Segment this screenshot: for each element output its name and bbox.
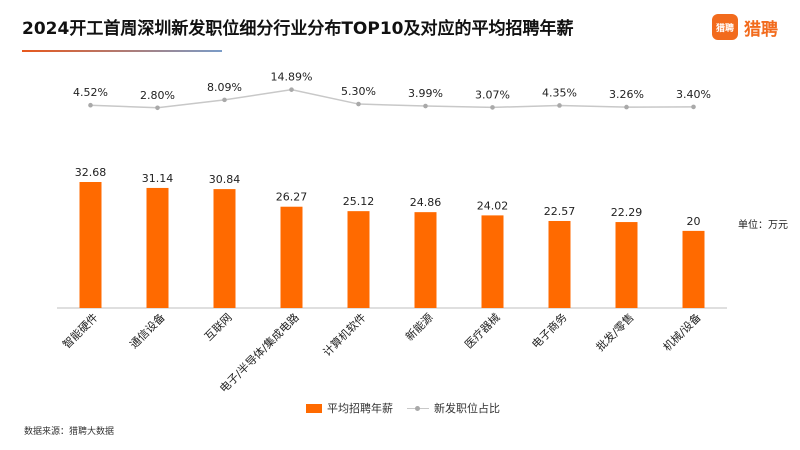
category-label: 新能源 (402, 310, 435, 343)
bar-4 (347, 211, 370, 308)
category-label: 电子商务 (529, 310, 570, 351)
share-point-2 (222, 97, 227, 103)
chart-legend: 平均招聘年薪 新发职位占比 (306, 400, 514, 416)
share-point-8 (624, 104, 629, 110)
share-point-0 (88, 102, 93, 108)
bar-8 (615, 222, 638, 308)
liepin-logo-icon: 猎聘 (712, 14, 738, 40)
share-value-label: 3.99% (408, 87, 443, 100)
bar-value-label: 32.68 (75, 166, 107, 179)
bar-value-label: 26.27 (276, 191, 308, 204)
bar-value-label: 24.86 (410, 196, 442, 209)
bar-2 (213, 189, 236, 308)
share-value-label: 4.52% (73, 86, 108, 99)
share-point-9 (691, 104, 696, 110)
category-label: 通信设备 (127, 310, 168, 351)
category-label: 计算机软件 (320, 310, 369, 359)
share-point-5 (423, 103, 428, 109)
share-point-7 (557, 103, 562, 108)
share-value-label: 8.09% (207, 81, 242, 94)
bar-value-label: 31.14 (142, 172, 174, 185)
bar-9 (682, 230, 705, 308)
share-value-label: 4.35% (542, 86, 577, 99)
bar-value-label: 22.57 (544, 205, 576, 218)
share-point-3 (289, 87, 294, 92)
share-line (90, 88, 694, 109)
legend-label-salary: 平均招聘年薪 (327, 402, 393, 415)
bar-value-label: 20 (687, 215, 701, 228)
brand-name: 猎聘 (744, 19, 778, 40)
category-label: 医疗器械 (462, 310, 503, 351)
share-value-label: 3.26% (609, 88, 644, 101)
brand-logo: 猎聘 猎聘 (712, 14, 778, 40)
bar-value-label: 30.84 (209, 173, 241, 186)
bar-5 (414, 212, 437, 308)
share-point-1 (155, 105, 160, 111)
share-value-label: 2.80% (140, 89, 175, 102)
category-label: 批发/零售 (593, 310, 637, 354)
unit-label: 单位：万元 (738, 220, 788, 231)
legend-item-salary: 平均招聘年薪 (306, 400, 393, 416)
legend-label-share: 新发职位占比 (434, 402, 500, 415)
share-value-label: 14.89% (271, 71, 313, 84)
category-label: 智能硬件 (60, 310, 101, 351)
bar-7 (548, 220, 571, 308)
bar-3 (280, 206, 303, 308)
bar-1 (146, 187, 169, 308)
data-source: 数据来源：猎聘大数据 (24, 427, 115, 437)
bar-value-label: 24.02 (477, 199, 509, 212)
legend-item-share: 新发职位占比 (407, 400, 500, 416)
legend-bar-swatch (306, 403, 322, 413)
chart-title: 2024开工首周深圳新发职位细分行业分布TOP10及对应的平均招聘年薪 (22, 19, 574, 39)
share-point-6 (490, 105, 495, 110)
legend-line-swatch (407, 404, 429, 413)
share-value-label: 5.30% (341, 85, 376, 98)
share-value-label: 3.07% (475, 88, 510, 101)
share-value-label: 3.40% (676, 88, 711, 101)
bar-0 (79, 182, 102, 308)
bar-6 (481, 215, 504, 308)
share-point-4 (356, 101, 361, 107)
category-label: 机械/设备 (660, 310, 704, 354)
title-underline (22, 50, 222, 52)
bar-value-label: 25.12 (343, 195, 375, 208)
category-label: 互联网 (202, 311, 235, 344)
bar-value-label: 22.29 (611, 206, 643, 219)
